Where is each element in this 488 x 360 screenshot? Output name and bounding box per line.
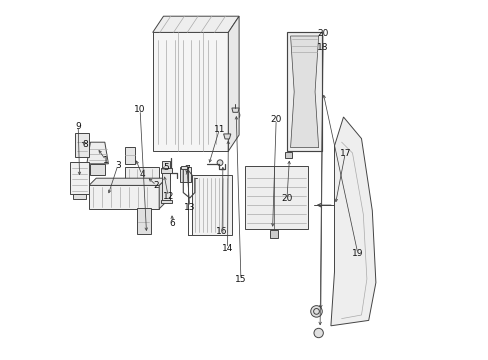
- Text: 11: 11: [213, 125, 224, 134]
- Polygon shape: [181, 166, 186, 169]
- Polygon shape: [290, 36, 318, 148]
- Polygon shape: [89, 185, 159, 209]
- Text: 15: 15: [235, 275, 246, 284]
- Circle shape: [223, 132, 231, 141]
- Text: 10: 10: [134, 105, 145, 114]
- Polygon shape: [231, 108, 239, 112]
- Polygon shape: [179, 167, 191, 182]
- Polygon shape: [125, 167, 159, 184]
- Text: 17: 17: [339, 149, 350, 158]
- Text: 20: 20: [281, 194, 292, 203]
- Polygon shape: [87, 142, 108, 164]
- Text: 7: 7: [183, 165, 189, 174]
- Polygon shape: [161, 200, 171, 203]
- Text: 20: 20: [270, 115, 281, 124]
- Text: 3: 3: [115, 161, 121, 170]
- Polygon shape: [90, 164, 104, 175]
- Polygon shape: [152, 16, 239, 32]
- Text: 6: 6: [169, 219, 175, 228]
- Circle shape: [310, 306, 322, 317]
- Polygon shape: [270, 230, 278, 238]
- Text: 13: 13: [183, 202, 195, 212]
- Circle shape: [313, 328, 323, 338]
- Text: 18: 18: [317, 43, 328, 52]
- Text: 8: 8: [82, 140, 88, 149]
- Polygon shape: [284, 152, 291, 158]
- Text: 5: 5: [163, 163, 169, 172]
- Polygon shape: [228, 16, 239, 151]
- Polygon shape: [125, 147, 135, 164]
- Polygon shape: [152, 32, 228, 151]
- Circle shape: [127, 158, 132, 163]
- Polygon shape: [162, 161, 169, 180]
- Polygon shape: [162, 173, 170, 200]
- Polygon shape: [73, 194, 85, 199]
- Text: 20: 20: [317, 29, 328, 38]
- Text: 1: 1: [103, 156, 108, 165]
- Polygon shape: [330, 117, 375, 326]
- Text: 14: 14: [222, 244, 233, 253]
- Polygon shape: [223, 134, 230, 139]
- Text: 2: 2: [153, 181, 159, 190]
- Circle shape: [217, 160, 223, 166]
- Text: 16: 16: [216, 227, 227, 236]
- Polygon shape: [192, 175, 231, 235]
- Text: 12: 12: [162, 192, 174, 201]
- Polygon shape: [89, 178, 166, 185]
- Polygon shape: [70, 162, 88, 194]
- Polygon shape: [244, 166, 307, 229]
- Text: 9: 9: [75, 122, 81, 131]
- Text: 4: 4: [139, 170, 144, 179]
- Polygon shape: [136, 208, 151, 234]
- Polygon shape: [75, 133, 89, 157]
- Polygon shape: [161, 168, 171, 173]
- Circle shape: [231, 111, 239, 120]
- Circle shape: [127, 148, 132, 153]
- Text: 19: 19: [351, 249, 363, 258]
- Polygon shape: [125, 184, 159, 194]
- Polygon shape: [159, 178, 166, 209]
- Polygon shape: [286, 32, 322, 151]
